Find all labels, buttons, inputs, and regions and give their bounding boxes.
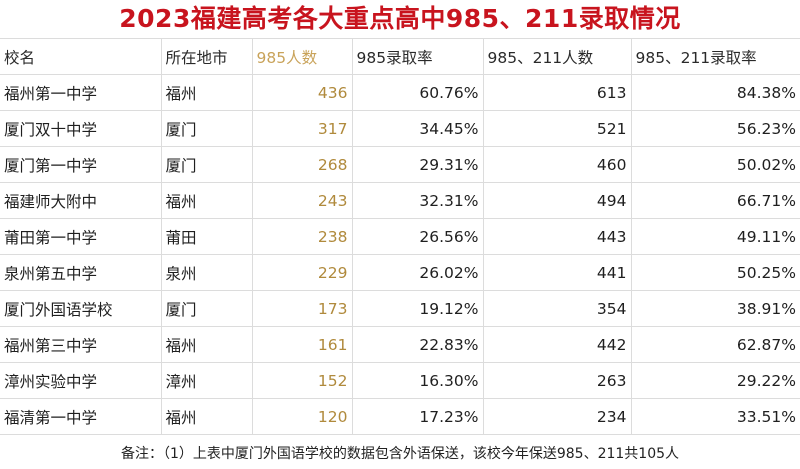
cell-985-rate: 22.83%	[352, 326, 484, 363]
cell-985-211-count: 354	[483, 290, 632, 327]
cell-school: 厦门双十中学	[0, 110, 162, 147]
cell-985-rate: 34.45%	[352, 110, 484, 147]
table-header-row: 校名 所在地市 985人数 985录取率 985、211人数 985、211录取…	[0, 38, 800, 75]
cell-985-rate: 32.31%	[352, 182, 484, 219]
cell-985-211-count: 494	[483, 182, 632, 219]
cell-985-211-rate: 29.22%	[631, 362, 800, 399]
cell-985-count: 229	[252, 254, 353, 291]
cell-city: 厦门	[161, 146, 253, 183]
footnote: 备注：（1）上表中厦门外国语学校的数据包含外语保送，该校今年保送985、211共…	[120, 446, 680, 462]
cell-985-211-rate: 38.91%	[631, 290, 800, 327]
cell-985-211-rate: 49.11%	[631, 218, 800, 255]
cell-985-211-count: 613	[483, 74, 632, 111]
header-985-rate: 985录取率	[352, 38, 484, 75]
table-row: 福清第一中学 福州 120 17.23% 234 33.51%	[0, 398, 800, 435]
cell-985-rate: 16.30%	[352, 362, 484, 399]
admission-table: 校名 所在地市 985人数 985录取率 985、211人数 985、211录取…	[0, 38, 800, 435]
cell-985-211-rate: 33.51%	[631, 398, 800, 435]
cell-985-count: 152	[252, 362, 353, 399]
cell-city: 莆田	[161, 218, 253, 255]
cell-school: 莆田第一中学	[0, 218, 162, 255]
table-row: 泉州第五中学 泉州 229 26.02% 441 50.25%	[0, 254, 800, 291]
cell-985-rate: 19.12%	[352, 290, 484, 327]
cell-985-211-count: 263	[483, 362, 632, 399]
table-row: 福州第一中学 福州 436 60.76% 613 84.38%	[0, 74, 800, 111]
cell-city: 泉州	[161, 254, 253, 291]
cell-school: 厦门外国语学校	[0, 290, 162, 327]
cell-985-count: 317	[252, 110, 353, 147]
cell-school: 福州第一中学	[0, 74, 162, 111]
table-row: 厦门双十中学 厦门 317 34.45% 521 56.23%	[0, 110, 800, 147]
cell-985-211-rate: 66.71%	[631, 182, 800, 219]
cell-985-rate: 29.31%	[352, 146, 484, 183]
table-row: 漳州实验中学 漳州 152 16.30% 263 29.22%	[0, 362, 800, 399]
table-row: 厦门第一中学 厦门 268 29.31% 460 50.02%	[0, 146, 800, 183]
cell-985-211-count: 443	[483, 218, 632, 255]
cell-985-rate: 60.76%	[352, 74, 484, 111]
cell-985-211-count: 460	[483, 146, 632, 183]
cell-985-211-count: 442	[483, 326, 632, 363]
header-985-211-rate: 985、211录取率	[631, 38, 800, 75]
cell-985-211-count: 521	[483, 110, 632, 147]
cell-city: 厦门	[161, 290, 253, 327]
header-985-count: 985人数	[252, 38, 353, 75]
cell-school: 泉州第五中学	[0, 254, 162, 291]
cell-985-count: 268	[252, 146, 353, 183]
cell-city: 漳州	[161, 362, 253, 399]
cell-985-rate: 17.23%	[352, 398, 484, 435]
cell-985-count: 238	[252, 218, 353, 255]
cell-school: 福建师大附中	[0, 182, 162, 219]
cell-city: 福州	[161, 326, 253, 363]
table-row: 莆田第一中学 莆田 238 26.56% 443 49.11%	[0, 218, 800, 255]
cell-city: 厦门	[161, 110, 253, 147]
cell-985-rate: 26.56%	[352, 218, 484, 255]
table-row: 福建师大附中 福州 243 32.31% 494 66.71%	[0, 182, 800, 219]
cell-city: 福州	[161, 74, 253, 111]
table-row: 厦门外国语学校 厦门 173 19.12% 354 38.91%	[0, 290, 800, 327]
cell-985-count: 161	[252, 326, 353, 363]
cell-school: 福清第一中学	[0, 398, 162, 435]
page-title: 2023福建高考各大重点高中985、211录取情况	[119, 4, 681, 33]
cell-985-211-rate: 84.38%	[631, 74, 800, 111]
cell-985-211-count: 234	[483, 398, 632, 435]
cell-city: 福州	[161, 398, 253, 435]
cell-985-211-rate: 56.23%	[631, 110, 800, 147]
header-985-211-count: 985、211人数	[483, 38, 632, 75]
cell-985-211-rate: 50.25%	[631, 254, 800, 291]
cell-985-211-rate: 50.02%	[631, 146, 800, 183]
header-school: 校名	[0, 38, 162, 75]
cell-city: 福州	[161, 182, 253, 219]
cell-985-211-rate: 62.87%	[631, 326, 800, 363]
cell-985-rate: 26.02%	[352, 254, 484, 291]
table-row: 福州第三中学 福州 161 22.83% 442 62.87%	[0, 326, 800, 363]
cell-985-211-count: 441	[483, 254, 632, 291]
cell-school: 漳州实验中学	[0, 362, 162, 399]
cell-985-count: 173	[252, 290, 353, 327]
cell-985-count: 243	[252, 182, 353, 219]
header-city: 所在地市	[161, 38, 253, 75]
cell-school: 厦门第一中学	[0, 146, 162, 183]
cell-985-count: 436	[252, 74, 353, 111]
cell-985-count: 120	[252, 398, 353, 435]
cell-school: 福州第三中学	[0, 326, 162, 363]
